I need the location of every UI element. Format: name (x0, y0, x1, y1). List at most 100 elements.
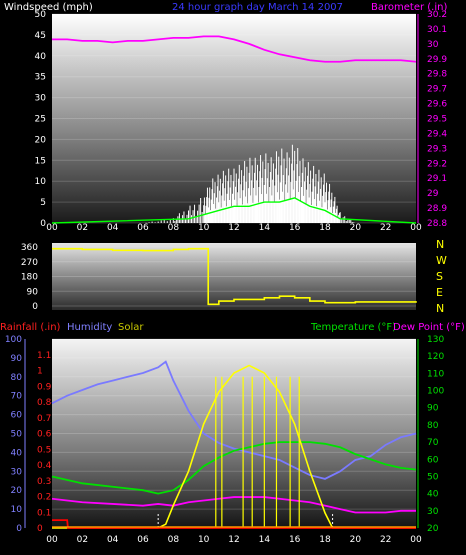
chart-marks: 0510152025303540455028.828.92929.129.229… (5, 10, 448, 545)
top-x-tick-label: 00 (410, 223, 422, 233)
wind-tick-label: 25 (35, 115, 46, 125)
baro-tick-label: 29.8 (427, 70, 447, 80)
direction-compass-label: S (436, 270, 443, 283)
humidity-tick-label: 60 (11, 411, 23, 421)
humidity-tick-label: 30 (11, 467, 23, 477)
dewpoint-line (51, 496, 416, 514)
rain-tick-label: 0.8 (37, 398, 52, 408)
temperature-tick-label: 70 (427, 438, 439, 448)
direction-tick-label: 180 (21, 273, 38, 283)
rain-tick-label: 0.9 (37, 382, 52, 392)
rainfall-axis-label: Rainfall (.in) (0, 322, 61, 333)
humidity-tick-label: 80 (11, 373, 23, 383)
wind-tick-label: 10 (35, 177, 47, 187)
wind-direction-line (52, 247, 417, 306)
temperature-tick-label: 30 (427, 507, 439, 517)
windspeed-axis-label: Windspeed (mph) (4, 2, 93, 13)
top-x-tick-label: 02 (77, 223, 88, 233)
rain-tick-label: 0.1 (37, 508, 51, 518)
humidity-line (51, 360, 417, 480)
rain-tick-label: 0.6 (37, 430, 52, 440)
temperature-tick-label: 80 (427, 421, 439, 431)
baro-tick-label: 29.4 (427, 129, 447, 139)
rain-tick-label: 1 (37, 367, 43, 377)
top-x-tick-label: 18 (319, 223, 331, 233)
baro-tick-label: 29.9 (427, 55, 447, 65)
wind-tick-label: 45 (35, 31, 46, 41)
baro-tick-label: 29.2 (427, 159, 447, 169)
bottom-x-tick-label: 16 (289, 535, 301, 545)
wind-tick-label: 20 (35, 135, 47, 145)
dewpoint-axis-label: Dew Point (°F) (393, 322, 465, 333)
bottom-x-tick-label: 12 (228, 535, 239, 545)
rain-tick-label: 0.2 (37, 493, 51, 503)
direction-compass-label: N (436, 302, 444, 315)
wind-tick-label: 5 (40, 198, 46, 208)
baro-tick-label: 29.5 (427, 115, 447, 125)
temperature-tick-label: 100 (427, 387, 444, 397)
humidity-tick-label: 20 (11, 486, 23, 496)
bottom-x-tick-label: 14 (259, 535, 271, 545)
wind-tick-label: 15 (35, 156, 46, 166)
humidity-tick-label: 90 (11, 354, 23, 364)
rain-tick-label: 0.5 (37, 445, 51, 455)
temperature-tick-label: 50 (427, 472, 439, 482)
humidity-tick-label: 50 (11, 430, 23, 440)
humidity-axis-label: Humidity (67, 322, 112, 333)
wind-tick-label: 0 (40, 219, 46, 229)
solar-line (52, 364, 416, 529)
rain-tick-label: 0 (37, 524, 43, 534)
baro-tick-label: 30.1 (427, 25, 447, 35)
bottom-x-tick-label: 20 (350, 535, 362, 545)
bottom-x-tick-label: 18 (319, 535, 331, 545)
bottom-x-tick-label: 22 (380, 535, 391, 545)
direction-tick-label: 90 (27, 287, 39, 297)
wind-tick-label: 30 (35, 94, 47, 104)
rain-tick-label: 0.7 (37, 414, 51, 424)
top-x-tick-label: 04 (107, 223, 119, 233)
top-x-tick-label: 00 (46, 223, 58, 233)
humidity-tick-label: 70 (11, 392, 23, 402)
humidity-tick-label: 0 (16, 524, 22, 534)
top-x-tick-label: 20 (350, 223, 362, 233)
top-x-tick-label: 14 (259, 223, 271, 233)
temperature-tick-label: 130 (427, 335, 444, 345)
top-x-tick-label: 22 (380, 223, 391, 233)
baro-tick-label: 28.8 (427, 219, 447, 229)
baro-tick-label: 30 (427, 40, 439, 50)
baro-tick-label: 28.9 (427, 204, 447, 214)
temperature-tick-label: 40 (427, 490, 439, 500)
baro-tick-label: 29.3 (427, 144, 447, 154)
baro-tick-label: 29.6 (427, 100, 447, 110)
direction-compass-label: E (436, 286, 443, 299)
temperature-axis-label: Temperature (°F) (310, 322, 396, 333)
bottom-x-tick-label: 04 (107, 535, 119, 545)
baro-tick-label: 29.7 (427, 85, 447, 95)
temperature-line (51, 441, 417, 495)
barometer-axis-label: Barometer (.in) (371, 2, 447, 13)
humidity-tick-label: 40 (11, 448, 23, 458)
rain-tick-label: 1.1 (37, 351, 51, 361)
top-x-tick-label: 10 (198, 223, 210, 233)
baro-tick-label: 29.1 (427, 174, 447, 184)
top-x-tick-label: 06 (137, 223, 149, 233)
direction-compass-label: N (436, 238, 444, 251)
solar-axis-label: Solar (118, 322, 144, 333)
top-x-tick-label: 08 (168, 223, 180, 233)
direction-tick-label: 360 (21, 243, 38, 253)
bottom-x-tick-label: 10 (198, 535, 210, 545)
baro-tick-label: 30.2 (427, 10, 447, 20)
bottom-x-tick-label: 08 (168, 535, 180, 545)
wind-tick-label: 35 (35, 73, 46, 83)
rain-tick-label: 0.3 (37, 477, 51, 487)
graph-title: 24 hour graph day March 14 2007 (172, 2, 343, 13)
wind-average-line (51, 197, 417, 224)
temperature-tick-label: 60 (427, 455, 439, 465)
wind-tick-label: 50 (35, 10, 47, 20)
humidity-tick-label: 100 (5, 335, 22, 345)
baro-tick-label: 29 (427, 189, 439, 199)
rain-tick-label: 0.4 (37, 461, 52, 471)
rainfall-line (52, 519, 416, 529)
bottom-x-tick-label: 06 (137, 535, 149, 545)
temperature-tick-label: 120 (427, 352, 444, 362)
